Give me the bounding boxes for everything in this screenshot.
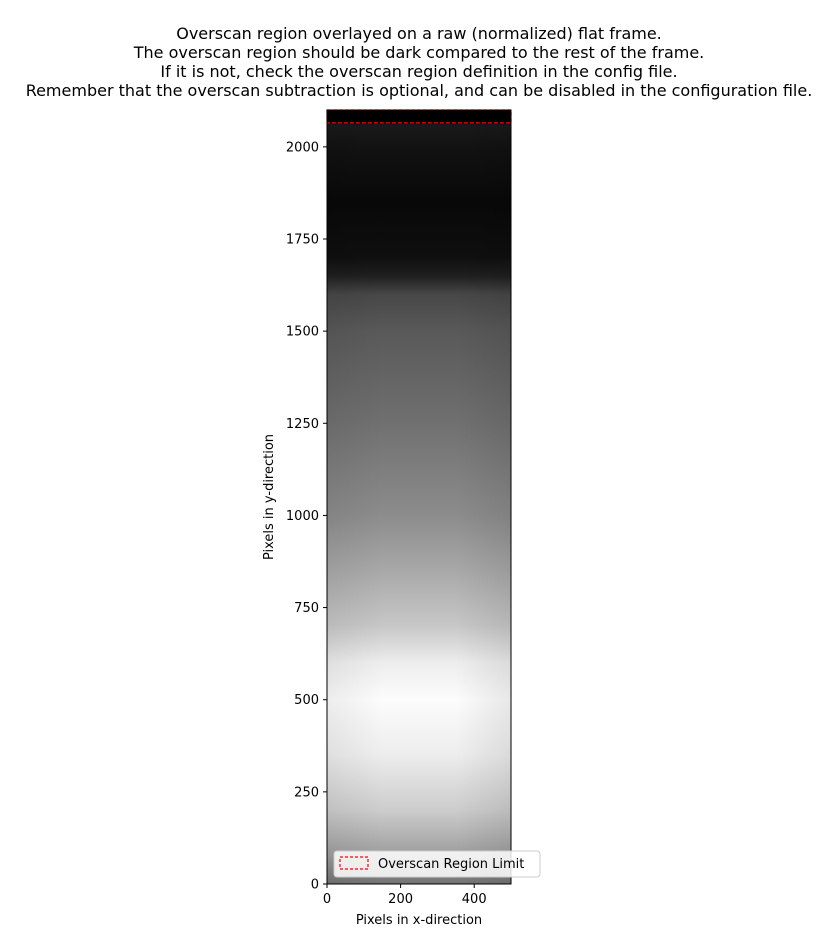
x-tick-label: 400 xyxy=(462,892,487,907)
title-line: If it is not, check the overscan region … xyxy=(160,62,678,81)
axes-frame xyxy=(326,109,512,885)
y-tick-label: 1750 xyxy=(286,233,319,248)
y-tick-label: 1250 xyxy=(286,417,319,432)
title-line: The overscan region should be dark compa… xyxy=(133,43,705,62)
y-tick-label: 750 xyxy=(294,601,319,616)
x-axis: 0 200 400 xyxy=(323,884,487,907)
x-axis-label: Pixels in x-direction xyxy=(356,913,482,928)
y-tick-label: 2000 xyxy=(286,140,319,155)
y-tick-label: 1500 xyxy=(286,325,319,340)
y-tick-label: 0 xyxy=(311,878,319,893)
chart-title: Overscan region overlayed on a raw (norm… xyxy=(0,24,838,100)
y-tick-label: 500 xyxy=(294,693,319,708)
title-line: Overscan region overlayed on a raw (norm… xyxy=(176,24,662,43)
x-tick-label: 0 xyxy=(323,892,331,907)
flat-frame-image xyxy=(327,110,511,884)
flat-frame-shading xyxy=(327,110,511,884)
legend-label-overscan: Overscan Region Limit xyxy=(378,857,524,872)
y-tick-label: 250 xyxy=(294,785,319,800)
legend: Overscan Region Limit xyxy=(333,850,541,878)
x-tick-label: 200 xyxy=(388,892,413,907)
title-line: Remember that the overscan subtraction i… xyxy=(25,81,813,100)
y-axis: 0 250 500 750 1000 1250 1500 1750 2000 xyxy=(286,140,327,893)
legend-box xyxy=(333,850,541,878)
y-axis-label: Pixels in y-direction xyxy=(262,434,277,560)
y-tick-label: 1000 xyxy=(286,509,319,524)
